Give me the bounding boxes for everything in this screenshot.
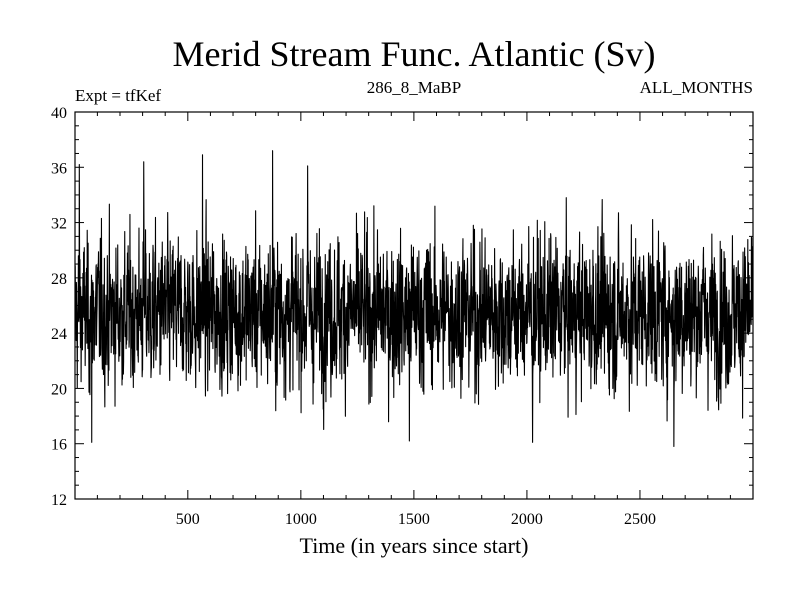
- y-tick-label: 32: [51, 216, 67, 233]
- x-tick-label: 500: [176, 511, 200, 528]
- x-axis-label: Time (in years since start): [300, 533, 529, 558]
- x-tick-label: 1500: [398, 511, 430, 528]
- y-tick-label: 36: [51, 160, 67, 177]
- axis-ticks: 500 1000 1500 2000 2500 12 16 20 24 28 32 36 40: [51, 105, 753, 528]
- y-tick-label: 20: [51, 381, 67, 398]
- y-tick-label: 24: [51, 326, 67, 343]
- x-tick-label: 2500: [624, 511, 656, 528]
- x-tick-label: 2000: [511, 511, 543, 528]
- y-tick-label: 40: [51, 105, 67, 122]
- months-label: ALL_MONTHS: [640, 78, 753, 97]
- y-tick-label: 16: [51, 437, 67, 454]
- y-tick-label: 12: [51, 492, 67, 509]
- experiment-label: Expt = tfKef: [75, 86, 161, 105]
- chart-title: Merid Stream Func. Atlantic (Sv): [173, 34, 656, 74]
- y-tick-label: 28: [51, 271, 67, 288]
- x-tick-label: 1000: [285, 511, 317, 528]
- series-line: [75, 150, 753, 448]
- run-label: 286_8_MaBP: [367, 78, 461, 97]
